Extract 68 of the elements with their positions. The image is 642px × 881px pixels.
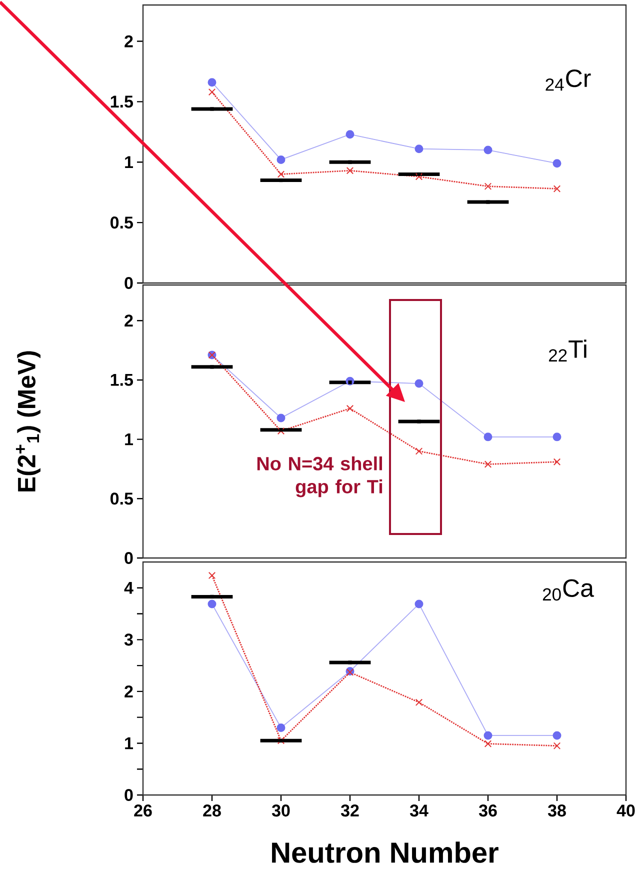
y-tick-label: 0: [124, 552, 133, 564]
x-axis-title: Neutron Number: [272, 842, 498, 863]
y-tick-label: 2: [124, 35, 133, 48]
point: [277, 170, 285, 178]
point: [348, 660, 352, 664]
point: [417, 420, 421, 424]
y-tick-label: 0.5: [110, 492, 133, 505]
point: [484, 432, 492, 442]
point: [552, 731, 562, 740]
point: [484, 460, 492, 468]
point: [276, 155, 286, 164]
point: [484, 740, 492, 748]
point: [348, 160, 352, 164]
point: [486, 200, 490, 204]
point: [346, 130, 354, 139]
y-tick-label: 1: [125, 737, 133, 750]
point: [415, 698, 423, 706]
point: [208, 600, 216, 608]
point: [276, 723, 286, 732]
point: [208, 572, 216, 580]
point: [484, 731, 492, 740]
point: [346, 166, 354, 174]
x-tick-label: 40: [616, 804, 635, 817]
point: [552, 432, 562, 442]
y-tick-label: 2: [124, 314, 133, 327]
y-tick-label: 0.5: [110, 216, 133, 229]
y-axis-title: E(2$^{+}$$_{1}$) (MeV): [16, 351, 40, 492]
point: [279, 178, 283, 182]
y-tick-label: 1: [125, 156, 133, 168]
y-tick-label: 3: [124, 634, 133, 646]
point: [414, 600, 424, 608]
point: [276, 414, 286, 422]
y-tick-label: 0: [124, 788, 133, 802]
y-tick-label: 1.5: [110, 96, 133, 108]
point: [553, 458, 561, 466]
x-tick-label: 36: [478, 804, 497, 817]
annotation: $_{22}$Ti: [548, 340, 586, 362]
point: [279, 428, 283, 432]
y-tick-label: 0: [124, 276, 133, 290]
point: [417, 172, 421, 176]
y-tick-label: 1.5: [110, 374, 133, 386]
x-tick-label: 34: [410, 804, 428, 817]
x-tick-label: 32: [340, 804, 359, 817]
point: [210, 365, 214, 369]
point: [277, 427, 285, 435]
point: [414, 144, 424, 154]
x-tick-label: 28: [203, 804, 221, 817]
point: [208, 88, 216, 96]
x-tick-label: 30: [272, 804, 290, 817]
point: [414, 379, 424, 388]
point: [553, 742, 561, 750]
point: [208, 78, 216, 87]
annotation: No N=34 shell gap for Ti: [257, 456, 382, 498]
y-tick-label: 4: [124, 582, 134, 594]
y-tick-label: 1: [125, 433, 133, 446]
point: [346, 404, 354, 412]
annotation: $_{20}$Ca: [542, 579, 594, 601]
point: [415, 448, 423, 455]
point: [484, 182, 492, 190]
point: [484, 146, 492, 154]
point: [210, 107, 214, 111]
annotation: $_{24}$Cr: [546, 69, 591, 91]
y-tick-label: 2: [124, 686, 133, 698]
point: [553, 185, 561, 192]
point: [552, 159, 562, 168]
x-tick-label: 26: [134, 804, 152, 817]
x-tick-label: 38: [548, 804, 566, 817]
point: [415, 173, 423, 180]
